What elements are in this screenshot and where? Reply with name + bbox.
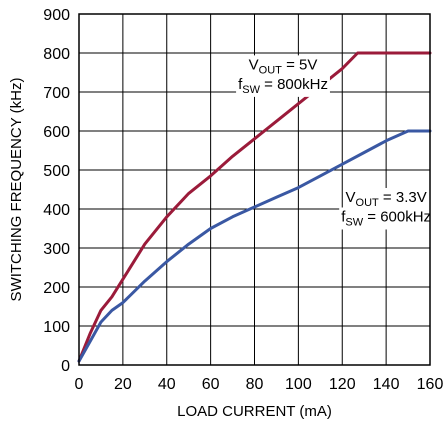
x-tick-label: 0 [75, 376, 84, 393]
y-tick-label: 200 [43, 280, 70, 297]
series-1-annotation-line-2: fSW = 800kHz [238, 76, 328, 96]
annotation-background [339, 207, 434, 230]
x-tick-label: 160 [417, 376, 444, 393]
x-tick-label: 80 [246, 376, 264, 393]
plot-frame [78, 13, 431, 366]
x-tick-label: 40 [158, 376, 176, 393]
y-tick-label: 900 [43, 7, 70, 24]
y-tick-label: 800 [43, 46, 70, 63]
y-tick-label: 500 [43, 163, 70, 180]
y-axis-label: SWITCHING FREQUENCY (kHz) [8, 78, 25, 302]
x-tick-label: 60 [202, 376, 220, 393]
annotation-background [343, 187, 429, 210]
y-tick-labels: 0 100 200 300 400 500 600 700 800 900 [43, 7, 70, 375]
x-tick-label: 120 [329, 376, 356, 393]
y-tick-label: 300 [43, 241, 70, 258]
annotation-background [246, 55, 320, 78]
x-tick-label: 20 [114, 376, 132, 393]
y-tick-label: 400 [43, 202, 70, 219]
series-2-annotation-line-2: fSW = 600kHz [341, 208, 431, 228]
series-2-annotation-line-1: VOUT = 3.3V [346, 189, 427, 209]
x-tick-labels: 0 20 40 60 80 100 120 140 160 [75, 376, 444, 393]
annotation-background [236, 74, 330, 97]
series-line-2 [77, 129, 432, 363]
x-tick-label: 140 [373, 376, 400, 393]
y-tick-label: 100 [43, 319, 70, 336]
series-line-1 [77, 51, 432, 363]
series-lines [77, 51, 432, 363]
y-tick-label: 600 [43, 124, 70, 141]
x-axis-label: LOAD CURRENT (mA) [177, 403, 332, 420]
y-tick-label: 700 [43, 85, 70, 102]
x-tick-label: 100 [285, 376, 312, 393]
series-1-annotation-line-1: VOUT = 5V [249, 56, 318, 76]
y-tick-label: 0 [61, 358, 70, 375]
